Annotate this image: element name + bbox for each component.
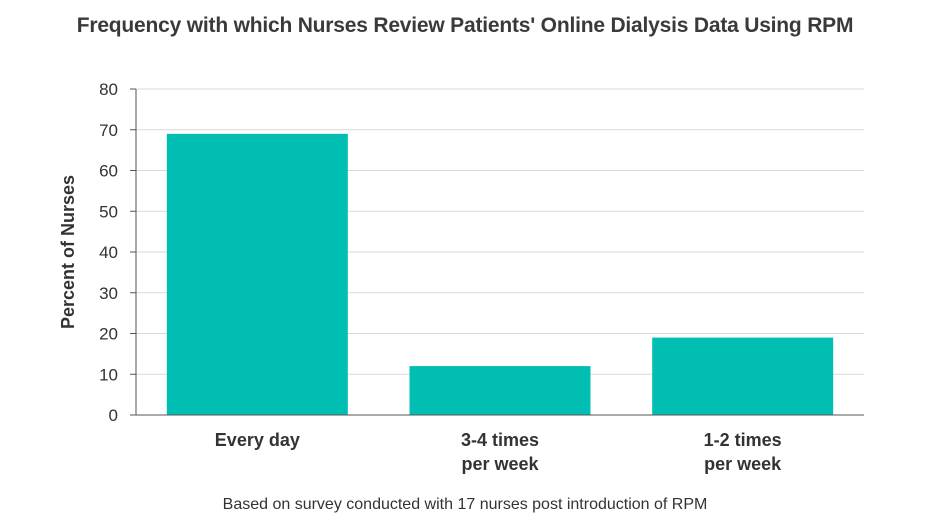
bars: [166, 133, 834, 415]
y-tick-label: 70: [99, 121, 118, 140]
x-category-label: 1-2 times: [704, 430, 782, 450]
bar: [652, 337, 834, 415]
y-tick-label: 0: [109, 406, 118, 425]
y-tick-label: 60: [99, 162, 118, 181]
y-tick-label: 30: [99, 284, 118, 303]
chart-title: Frequency with which Nurses Review Patie…: [76, 14, 854, 37]
y-tick-label: 40: [99, 243, 118, 262]
x-category-label: per week: [461, 454, 539, 474]
x-category-label: per week: [704, 454, 782, 474]
y-tick-label: 80: [99, 80, 118, 99]
x-category-label: Every day: [215, 430, 300, 450]
y-tick-labels: 0 10 20 30 40 50 60 70 80: [99, 80, 118, 425]
bar: [166, 133, 348, 415]
y-tick-label: 10: [99, 365, 118, 384]
x-category-label: 3-4 times: [461, 430, 539, 450]
chart-footnote: Based on survey conducted with 17 nurses…: [222, 496, 708, 513]
y-axis-title: Percent of Nurses: [58, 175, 78, 329]
y-tick-label: 20: [99, 325, 118, 344]
axes: [130, 88, 864, 416]
bar: [409, 366, 591, 415]
y-tick-label: 50: [99, 202, 118, 221]
x-category-labels: Every day 3-4 times per week 1-2 times per w…: [215, 430, 782, 474]
